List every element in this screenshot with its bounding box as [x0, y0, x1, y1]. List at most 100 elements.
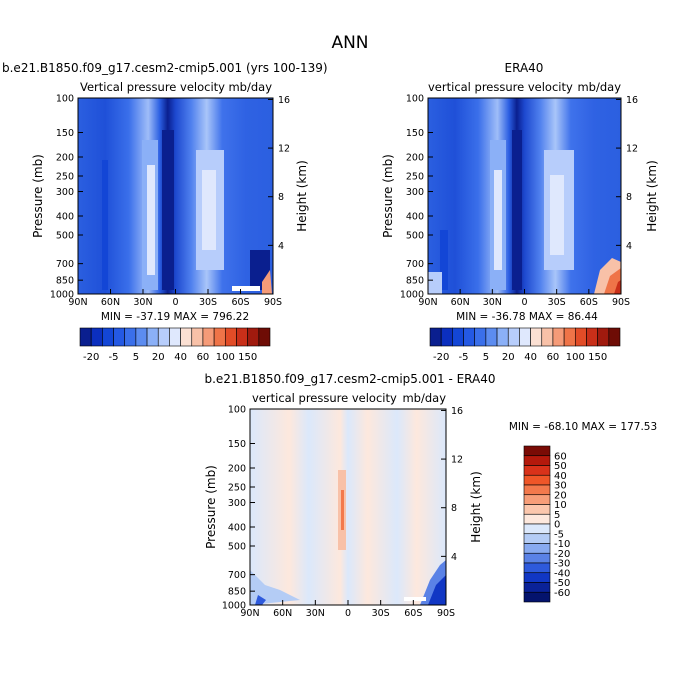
height-tick-label: 8 — [451, 503, 457, 514]
pressure-tick-label: 250 — [406, 171, 424, 182]
panel-diff-ylabel: Pressure (mb) — [204, 465, 218, 549]
panel-obs-variable: vertical pressure velocity — [428, 80, 573, 94]
colorbar-swatch — [90, 327, 103, 347]
colorbar-label: 30 — [554, 481, 567, 492]
colorbar-swatch — [523, 533, 551, 544]
colorbar-swatch — [523, 572, 551, 583]
colorbar-label: -20 — [433, 352, 449, 363]
panel-model-stats: MIN = -37.19 MAX = 796.22 — [101, 311, 249, 323]
pressure-tick-label: 100 — [228, 405, 246, 416]
colorbar-swatch — [523, 484, 551, 496]
colorbar-swatch — [463, 327, 476, 347]
lat-tick-label: 90N — [240, 608, 259, 619]
pressure-tick-label: 400 — [228, 523, 246, 534]
panel-diff: b.e21.B1850.f09_g17.cesm2-cmip5.001 - ER… — [204, 372, 657, 619]
panel-model-units: mb/day — [228, 80, 272, 94]
lat-tick-label: 90N — [418, 297, 437, 308]
colorbar-label: -20 — [83, 352, 99, 363]
colorbar-label: 5 — [483, 352, 489, 363]
lat-tick-label: 60S — [404, 608, 422, 619]
colorbar-swatch — [102, 327, 114, 347]
colorbar-swatch — [519, 327, 531, 347]
colorbar-label: 40 — [524, 352, 537, 363]
colorbar-swatch — [135, 327, 148, 347]
colorbar-swatch — [523, 474, 551, 486]
lat-tick-label: 90S — [264, 297, 282, 308]
colorbar-swatch — [523, 513, 551, 525]
panel-obs-y2label: Height (km) — [645, 160, 659, 231]
pressure-tick-label: 1000 — [222, 601, 246, 612]
colorbar-label: -60 — [554, 588, 570, 599]
pressure-tick-label: 150 — [56, 128, 74, 139]
colorbar-swatch — [213, 327, 226, 347]
colorbar-label: -40 — [554, 568, 570, 579]
panel-diff-axes: 100 150 200 250 300 400 500 700 850 1000 16 12 8 4 90N… — [222, 405, 463, 620]
colorbar-label: 60 — [547, 352, 560, 363]
colorbar-swatch — [523, 494, 551, 505]
pressure-tick-label: 500 — [228, 541, 246, 552]
pressure-tick-label: 850 — [228, 587, 246, 598]
colorbar-swatch — [157, 327, 170, 347]
lat-tick-label: 60N — [101, 297, 120, 308]
panel-diff-header: b.e21.B1850.f09_g17.cesm2-cmip5.001 - ER… — [204, 372, 495, 386]
colorbar-swatch — [146, 327, 159, 347]
pressure-tick-label: 850 — [56, 276, 74, 287]
colorbar-label: 100 — [216, 352, 235, 363]
panel-model-header: b.e21.B1850.f09_g17.cesm2-cmip5.001 (yrs… — [2, 61, 328, 75]
colorbar-swatch — [523, 504, 551, 515]
height-tick-label: 16 — [278, 95, 290, 106]
lat-tick-label: 0 — [345, 608, 351, 619]
colorbar-swatch — [523, 591, 551, 603]
lat-tick-label: 90S — [612, 297, 630, 308]
panel-model-variable: Vertical pressure velocity — [80, 80, 225, 94]
pressure-tick-label: 200 — [406, 153, 424, 164]
colorbar-swatch — [169, 327, 181, 347]
panel-model-field — [78, 98, 273, 294]
pressure-tick-label: 500 — [406, 230, 424, 241]
colorbar-swatch — [523, 562, 551, 574]
panel-diff-stats: MIN = -68.10 MAX = 177.53 — [509, 421, 657, 433]
pressure-tick-label: 700 — [228, 570, 246, 581]
height-tick-label: 4 — [451, 552, 457, 563]
pressure-tick-label: 500 — [56, 230, 74, 241]
pressure-tick-label: 250 — [56, 171, 74, 182]
panel-obs-header: ERA40 — [505, 61, 544, 75]
colorbar-label: 40 — [554, 471, 567, 482]
lat-tick-label: 90N — [68, 297, 87, 308]
colorbar-label: 150 — [588, 352, 607, 363]
colorbar-swatch — [507, 327, 520, 347]
panel-diff-units: mb/day — [402, 391, 446, 405]
pressure-tick-label: 100 — [406, 94, 424, 105]
colorbar-label: -5 — [109, 352, 119, 363]
lat-tick-label: 60S — [231, 297, 249, 308]
colorbar-swatch — [523, 465, 551, 476]
colorbar-swatch — [496, 327, 509, 347]
colorbar-label: -20 — [554, 549, 570, 560]
colorbar-swatch — [597, 327, 610, 347]
pressure-tick-label: 150 — [406, 128, 424, 139]
colorbar-swatch — [541, 327, 554, 347]
panel-obs-field — [428, 98, 621, 294]
colorbar-swatch — [258, 327, 271, 347]
lat-tick-label: 0 — [172, 297, 178, 308]
height-tick-label: 16 — [626, 95, 638, 106]
pressure-tick-label: 700 — [56, 259, 74, 270]
colorbar-swatch — [574, 327, 587, 347]
panel-obs-stats: MIN = -36.78 MAX = 86.44 — [456, 311, 598, 323]
panel-obs-axes: 100 150 200 250 300 400 500 700 850 1000 16 12 8 4 90N… — [400, 94, 638, 309]
height-tick-label: 12 — [278, 144, 290, 155]
lat-tick-label: 30S — [548, 297, 566, 308]
colorbar-label: 150 — [238, 352, 257, 363]
colorbar-swatch — [191, 327, 204, 347]
colorbar-label: 5 — [133, 352, 139, 363]
colorbar-swatch — [523, 552, 551, 564]
lat-tick-label: 60S — [580, 297, 598, 308]
panel-diff-variable: vertical pressure velocity — [252, 391, 397, 405]
colorbar-swatch — [530, 327, 543, 347]
figure-title: ANN — [331, 33, 368, 53]
colorbar-label: -50 — [554, 578, 570, 589]
colorbar-label: -30 — [554, 559, 570, 570]
panel-model-axes: 100 150 200 250 300 400 500 700 850 1000 16 12 8 4 90N… — [50, 94, 290, 309]
colorbar-swatch — [429, 327, 442, 347]
